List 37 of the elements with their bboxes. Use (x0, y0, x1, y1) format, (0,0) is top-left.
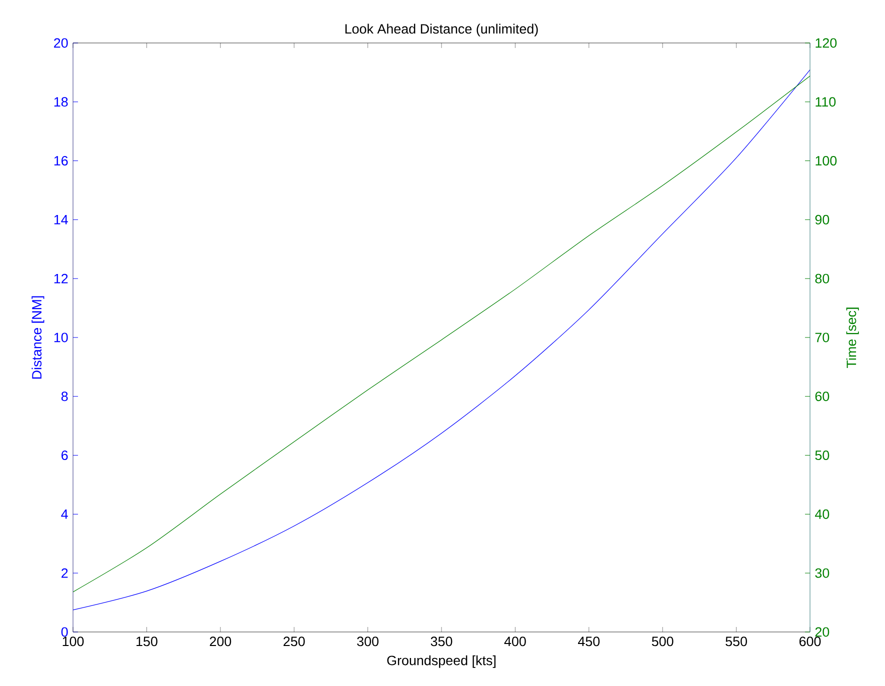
y2-tick-label: 100 (816, 156, 837, 166)
y2-tick-label: 50 (815, 450, 830, 460)
y2-tick-label: 60 (815, 392, 830, 402)
x-tick-label: 500 (652, 636, 674, 646)
y-tick-label: 12 (54, 274, 68, 284)
y-tick-label: 6 (62, 450, 68, 460)
y-tick-label: 2 (62, 568, 68, 578)
y2-tick-label: 40 (815, 509, 830, 519)
chart-title: Look Ahead Distance (unlimited) (345, 24, 538, 36)
x-tick-label: 200 (210, 636, 232, 646)
x-axis-title: Groundspeed [kts] (387, 655, 496, 668)
x-tick-label: 550 (726, 636, 747, 646)
x-tick-label: 450 (578, 636, 600, 646)
y-tick-label: 8 (61, 392, 68, 402)
x-tick-label: 600 (799, 636, 821, 646)
y-tick-label: 16 (54, 156, 68, 166)
y-tick-label: 0 (61, 627, 68, 637)
x-tick-label: 150 (136, 636, 158, 646)
y2-tick-label: 80 (815, 274, 830, 284)
y2-tick-label: 120 (816, 38, 837, 48)
y2-tick-label: 90 (815, 214, 830, 224)
x-tick-label: 400 (504, 636, 526, 646)
y-tick-label: 14 (54, 215, 68, 224)
x-tick-label: 250 (284, 636, 305, 646)
y2-axis-title: Time [sec] (846, 308, 859, 368)
y-tick-label: 10 (54, 332, 68, 342)
y-axis-title: Distance [NM] (32, 296, 44, 379)
x-tick-label: 300 (357, 636, 378, 646)
y2-tick-label: 70 (815, 332, 830, 342)
y2-tick-label: 30 (815, 568, 830, 578)
x-tick-label: 350 (430, 636, 452, 646)
y-tick-label: 18 (54, 97, 68, 107)
x-tick-label: 100 (62, 636, 84, 646)
y2-tick-label: 110 (816, 97, 836, 107)
y2-tick-label: 20 (815, 627, 830, 637)
y-tick-label: 20 (54, 38, 68, 48)
y-tick-label: 4 (61, 510, 68, 519)
